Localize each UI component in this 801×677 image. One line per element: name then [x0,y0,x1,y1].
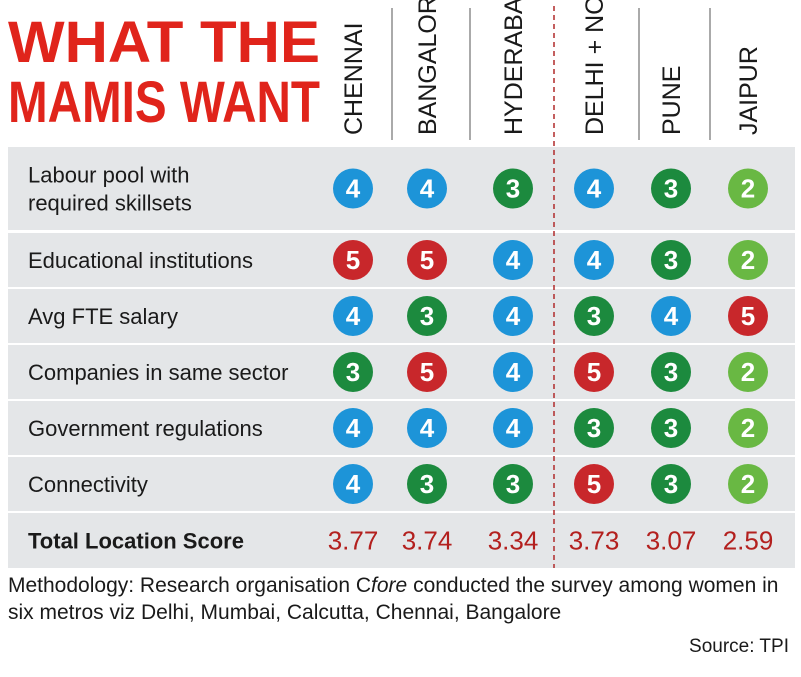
score-value: 4 [664,301,679,331]
row-label: Connectivity [28,472,148,497]
score-value: 4 [587,245,602,275]
score-badge [574,464,614,504]
score-value: 3 [587,301,601,331]
score-badge [574,240,614,280]
score-badge [493,464,533,504]
score-badge [651,352,691,392]
score-badge [728,464,768,504]
score-badge [651,296,691,336]
score-badge [728,352,768,392]
score-badge [651,168,691,209]
score-value: 5 [587,357,601,387]
score-value: 5 [346,245,360,275]
column-header: PUNE [658,66,686,135]
score-badge [493,168,533,209]
total-score: 2.59 [723,526,774,556]
source-credit: Source: TPI [689,636,789,657]
score-value: 2 [741,357,755,387]
score-badge [407,168,447,209]
score-value: 3 [664,174,678,204]
score-badge [493,296,533,336]
score-value: 4 [420,413,435,443]
score-value: 3 [664,413,678,443]
methodology-note: Methodology: Research organisation Cfore… [8,574,779,624]
score-badge [574,296,614,336]
total-score: 3.34 [488,526,539,556]
score-value: 3 [420,301,434,331]
score-value: 2 [741,413,755,443]
score-badge [651,240,691,280]
score-value: 5 [741,301,755,331]
column-header: BANGALORE [414,0,442,135]
score-value: 5 [420,245,434,275]
column-header: CHENNAI [340,22,368,135]
score-value: 4 [506,245,521,275]
score-value: 3 [587,413,601,443]
score-value: 3 [664,357,678,387]
score-badge [728,240,768,280]
score-value: 4 [346,413,361,443]
column-header: DELHI + NCR [581,0,609,135]
row-label: Educational institutions [28,248,253,273]
score-value: 2 [741,174,755,204]
column-header: JAIPUR [735,46,763,135]
score-badge [728,296,768,336]
score-badge [651,408,691,448]
row-label: Labour pool with [28,163,189,188]
score-badge [407,352,447,392]
chart-title-line: WHAT THE [8,10,320,75]
score-value: 4 [346,469,361,499]
score-value: 3 [664,469,678,499]
score-badge [493,240,533,280]
score-value: 2 [741,469,755,499]
score-badge [728,168,768,209]
score-value: 5 [587,469,601,499]
score-badge [407,296,447,336]
score-badge [728,408,768,448]
score-badge [333,464,373,504]
score-badge [651,464,691,504]
score-badge [574,168,614,209]
total-score: 3.74 [402,526,453,556]
score-badge [333,168,373,209]
chart-title-line: MAMIS WANT [8,70,320,135]
score-value: 5 [420,357,434,387]
score-value: 3 [346,357,360,387]
row-band [8,513,795,568]
total-score: 3.73 [569,526,620,556]
score-badge [493,352,533,392]
score-badge [407,240,447,280]
total-score: 3.07 [646,526,697,556]
score-badge [407,408,447,448]
score-badge [574,408,614,448]
score-badge [333,352,373,392]
score-value: 3 [664,245,678,275]
score-value: 3 [506,469,520,499]
score-value: 4 [587,174,602,204]
score-value: 3 [506,174,520,204]
score-value: 4 [420,174,435,204]
row-label: required skillsets [28,191,192,216]
score-value: 4 [346,174,361,204]
score-value: 4 [346,301,361,331]
score-badge [407,464,447,504]
total-score: 3.77 [328,526,379,556]
score-value: 3 [420,469,434,499]
total-label: Total Location Score [28,529,244,554]
score-value: 4 [506,301,521,331]
score-value: 4 [506,413,521,443]
row-label: Avg FTE salary [28,304,178,329]
score-badge [333,296,373,336]
score-value: 4 [506,357,521,387]
score-value: 2 [741,245,755,275]
row-label: Companies in same sector [28,360,288,385]
score-badge [333,408,373,448]
score-badge [333,240,373,280]
score-badge [493,408,533,448]
score-badge [574,352,614,392]
column-header: HYDERABAD [500,0,528,135]
row-label: Government regulations [28,416,263,441]
